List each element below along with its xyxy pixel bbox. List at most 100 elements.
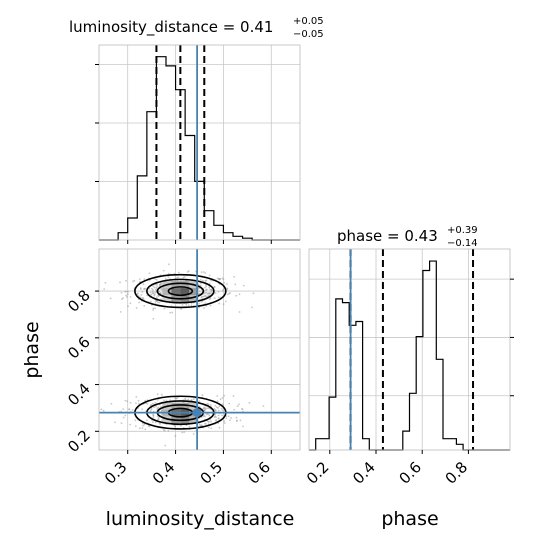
scatter-point	[150, 300, 152, 303]
scatter-point	[203, 409, 206, 412]
tick-label-x-phase: 0.2	[303, 458, 333, 488]
scatter-point	[150, 408, 153, 411]
scatter-point	[103, 288, 106, 291]
grid	[99, 249, 300, 450]
scatter-point	[137, 399, 140, 402]
scatter-point	[119, 310, 122, 313]
scatter-point	[174, 425, 176, 428]
scatter-point	[215, 419, 218, 421]
scatter-point	[152, 416, 155, 419]
scatter-point	[203, 307, 206, 309]
scatter-point	[226, 283, 228, 285]
scatter-point	[158, 290, 161, 293]
scatter-point	[213, 286, 216, 289]
scatter-point	[206, 413, 209, 416]
scatter-point	[125, 279, 127, 282]
scatter-point	[159, 403, 161, 406]
density-cell	[171, 281, 181, 289]
title-phase-minus: −0.14	[447, 238, 478, 249]
title-phase: phase = 0.43	[337, 227, 438, 245]
scatter-point	[137, 402, 140, 405]
scatter-point	[198, 400, 201, 403]
scatter-point	[235, 416, 238, 419]
scatter-point	[232, 395, 235, 397]
scatter-point	[164, 277, 167, 280]
scatter-point	[122, 297, 125, 299]
panel-luminosity-histogram	[98, 44, 301, 241]
scatter-point	[207, 426, 210, 429]
scatter-point	[143, 278, 146, 280]
scatter-point	[217, 290, 220, 293]
scatter-point	[120, 291, 123, 294]
xlabel-luminosity: luminosity_distance	[106, 508, 295, 530]
scatter-point	[233, 275, 236, 278]
scatter-point	[262, 405, 265, 407]
scatter-point	[223, 420, 226, 422]
scatter-point	[203, 271, 205, 273]
histogram-line	[99, 56, 300, 241]
scatter-point	[209, 418, 212, 421]
scatter-point	[223, 394, 226, 397]
scatter-point	[223, 281, 226, 284]
scatter-point	[242, 425, 244, 428]
scatter-point	[207, 403, 210, 406]
scatter-point	[205, 413, 208, 416]
tick-label-x-luminosity: 0.4	[149, 458, 179, 488]
scatter-point	[202, 279, 204, 282]
scatter-point	[140, 293, 143, 296]
density-cell	[171, 288, 181, 296]
tick-label-x-phase: 0.8	[442, 458, 472, 488]
scatter-point	[154, 288, 157, 291]
scatter-point	[167, 272, 170, 275]
scatter-point	[156, 415, 159, 418]
scatter-point	[218, 302, 221, 305]
scatter-point	[220, 407, 223, 410]
scatter-point	[139, 287, 142, 289]
scatter-point	[146, 402, 149, 405]
scatter-point	[157, 398, 159, 401]
truth-lines	[99, 249, 300, 450]
scatter-point	[138, 301, 141, 304]
scatter-point	[229, 419, 231, 422]
scatter-point	[138, 427, 141, 430]
scatter-point	[209, 292, 212, 295]
scatter-point	[184, 397, 186, 400]
scatter-point	[207, 420, 210, 423]
histogram-steps	[99, 56, 300, 241]
scatter-point	[121, 298, 123, 301]
density-cell	[189, 288, 199, 296]
scatter-point	[215, 406, 218, 409]
density-cell	[162, 416, 172, 424]
scatter-point	[235, 294, 238, 297]
scatter-point	[209, 297, 212, 300]
scatter-point	[216, 395, 219, 397]
ylabel-phase: phase	[21, 321, 43, 378]
scatter-point	[151, 421, 154, 423]
density-cell	[189, 416, 199, 424]
scatter-point	[157, 418, 159, 421]
scatter-point	[198, 290, 201, 293]
scatter-point	[143, 423, 146, 426]
contour-lines	[134, 273, 227, 430]
scatter-point	[208, 286, 211, 289]
scatter-point	[199, 284, 202, 287]
scatter-point	[199, 282, 202, 285]
scatter-point	[208, 414, 211, 417]
scatter-point	[184, 275, 186, 278]
scatter-point	[126, 400, 129, 403]
scatter-point	[154, 302, 157, 305]
scatter-point	[152, 415, 155, 417]
scatter-point	[252, 292, 255, 295]
scatter-point	[144, 287, 147, 290]
scatter-point	[198, 405, 201, 408]
scatter-point	[213, 297, 216, 299]
scatter-point	[122, 416, 125, 419]
truth-marker	[192, 408, 202, 418]
scatter-point	[214, 409, 217, 412]
tick-label-x-phase: 0.6	[395, 458, 425, 488]
scatter-point	[180, 424, 182, 427]
density-cell	[162, 295, 172, 303]
scatter-point	[204, 286, 206, 289]
scatter-point	[126, 293, 129, 296]
scatter-point	[210, 420, 212, 423]
